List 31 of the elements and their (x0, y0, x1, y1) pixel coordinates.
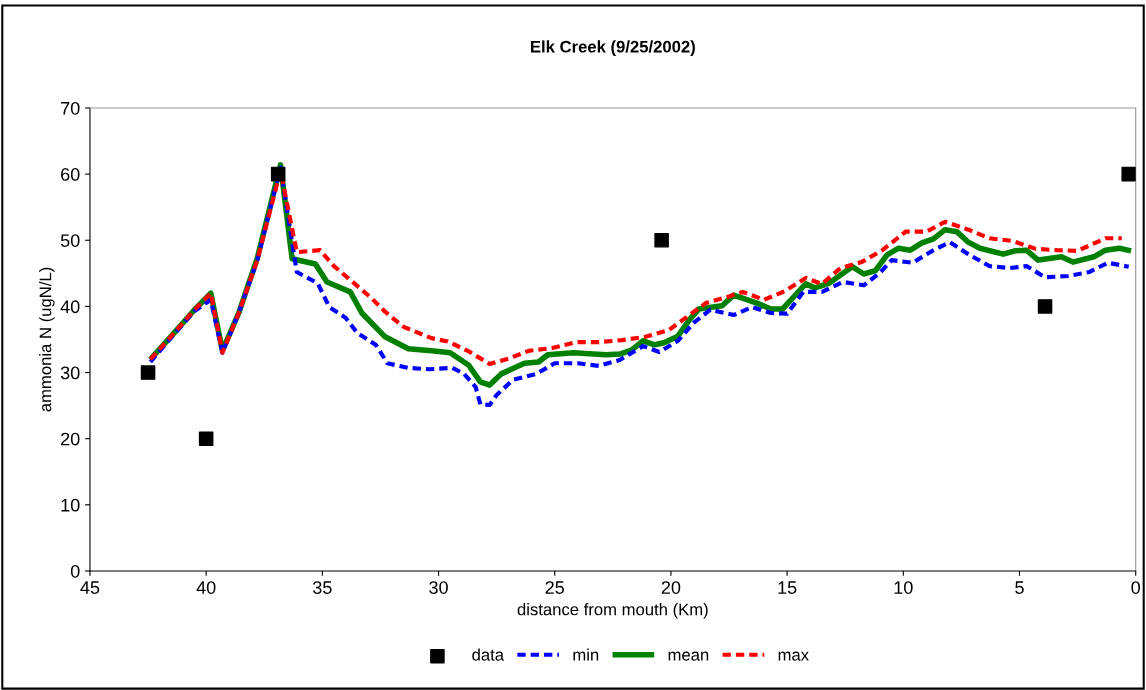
y-tick-label: 50 (60, 234, 80, 247)
point (270, 166, 286, 182)
x-tick-label: 15 (778, 581, 797, 594)
point (140, 365, 156, 380)
y-tick-label: 70 (61, 101, 80, 115)
point (654, 232, 669, 248)
x-tick-label: 30 (429, 581, 448, 594)
legend-label: mean (668, 651, 709, 661)
y-tick-label: 60 (61, 168, 80, 181)
legend-label: min (573, 648, 599, 661)
y-axis-title: ammonia N (ugN/L) (39, 267, 55, 412)
y-tick-label: 40 (60, 300, 80, 314)
legend-label: data (472, 648, 505, 661)
x-tick-label: 45 (80, 581, 100, 594)
chart-title: Elk Creek (9/25/2002) (531, 40, 695, 56)
x-tick-label: 5 (1015, 581, 1024, 594)
y-tick-label: 0 (70, 564, 80, 578)
x-tick-label: 0 (1131, 581, 1140, 594)
point (1121, 166, 1136, 182)
point (1037, 299, 1053, 314)
x-tick-label: 20 (661, 581, 681, 594)
x-tick-label: 25 (545, 581, 565, 594)
point (198, 431, 214, 446)
legend-label: max (778, 651, 809, 661)
x-axis-title: distance from mouth (Km) (517, 603, 708, 619)
x-tick-label: 35 (312, 581, 332, 594)
y-tick-label: 30 (60, 366, 80, 380)
x-tick-label: 40 (196, 581, 216, 594)
x-tick-label: 10 (894, 581, 913, 594)
y-tick-label: 20 (61, 432, 80, 446)
y-tick-label: 10 (61, 498, 80, 512)
